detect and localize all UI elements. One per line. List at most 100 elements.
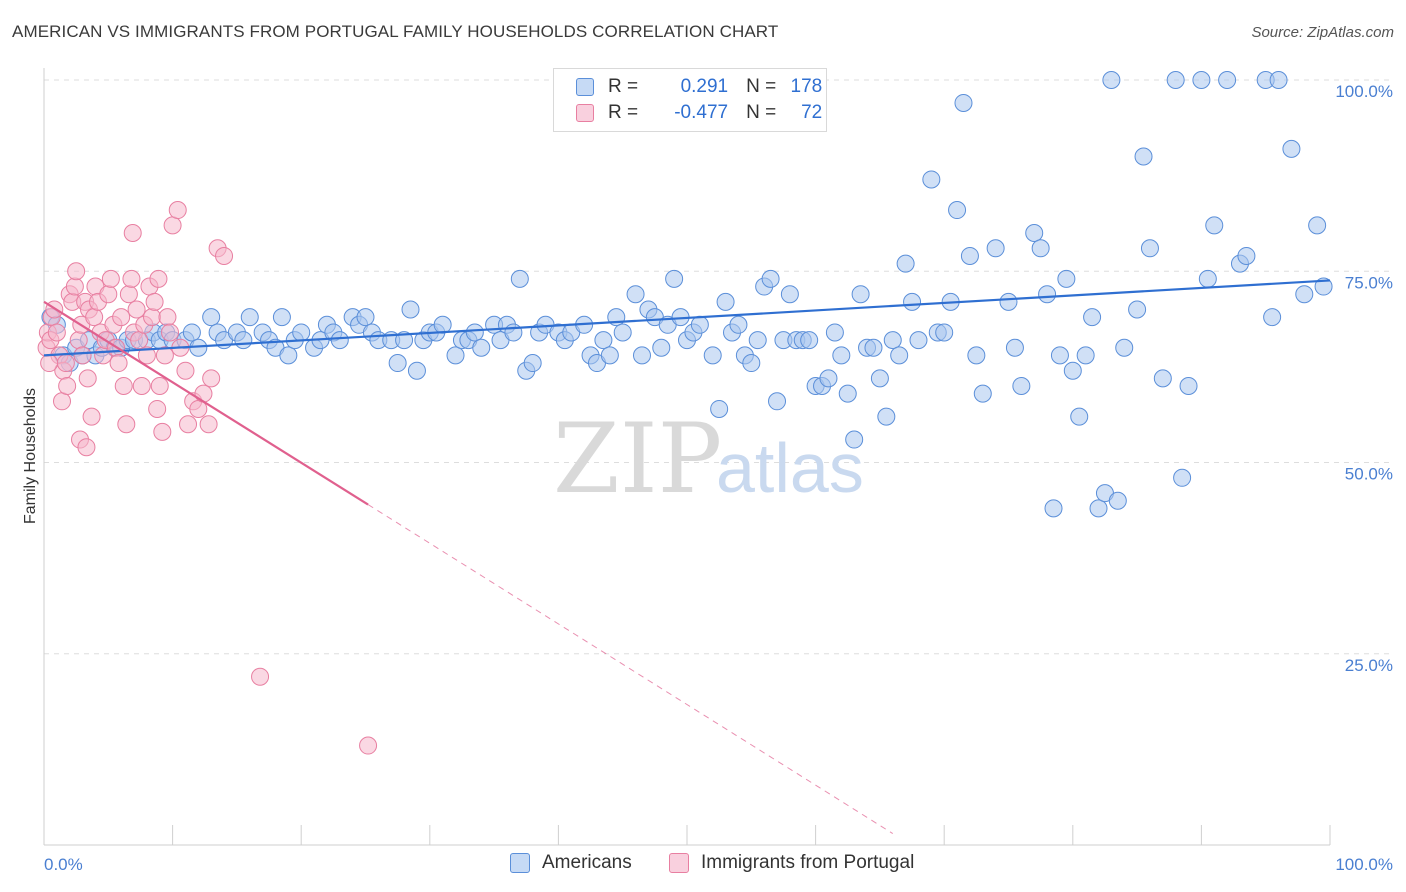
- americans-point: [1070, 407, 1089, 426]
- stats-legend: R = 0.291 N = 178 R = -0.477 N = 72: [553, 68, 827, 132]
- americans-point: [1115, 338, 1134, 357]
- portugal-point: [127, 300, 146, 319]
- americans-point: [883, 331, 902, 350]
- americans-point: [960, 246, 979, 265]
- portugal-point: [168, 201, 187, 220]
- americans-point: [948, 201, 967, 220]
- americans-point: [1057, 269, 1076, 288]
- americans-point: [716, 292, 735, 311]
- americans-point: [710, 399, 729, 418]
- portugal-point: [251, 667, 270, 686]
- trend-layer: [43, 279, 1331, 834]
- portugal-point: [179, 415, 198, 434]
- americans-point: [690, 315, 709, 334]
- americans-point: [1012, 377, 1031, 395]
- americans-point: [761, 269, 780, 288]
- americans-point: [703, 346, 722, 365]
- series-legend-portugal[interactable]: Immigrants from Portugal: [669, 852, 914, 874]
- americans-point: [1269, 71, 1288, 89]
- portugal-legend-label: Immigrants from Portugal: [701, 852, 915, 873]
- x-tick-label-max: 100.0%: [1335, 855, 1393, 874]
- americans-point: [825, 323, 844, 342]
- americans-point: [1063, 361, 1082, 380]
- americans-point: [729, 315, 748, 334]
- americans-point: [202, 308, 221, 327]
- portugal-point: [119, 285, 138, 304]
- americans-point: [748, 331, 767, 350]
- portugal-legend-swatch: [669, 853, 689, 873]
- y-tick-label: 100.0%: [1335, 82, 1393, 101]
- americans-point: [1166, 71, 1185, 89]
- americans-legend-label: Americans: [542, 852, 632, 873]
- americans-point: [1076, 346, 1095, 365]
- americans-point: [401, 300, 420, 319]
- americans-point: [800, 331, 819, 350]
- portugal-point: [153, 422, 172, 441]
- portugal-point: [176, 361, 195, 380]
- portugal-point: [130, 331, 149, 350]
- portugal-point: [194, 384, 213, 403]
- americans-point: [1192, 71, 1211, 89]
- portugal-point: [145, 292, 164, 311]
- americans-point: [292, 323, 311, 342]
- americans-point: [742, 354, 761, 373]
- portugal-point: [73, 346, 92, 365]
- legend-r-label: R =: [608, 76, 639, 97]
- americans-point: [356, 308, 375, 327]
- y-axis-label: Family Households: [22, 388, 39, 524]
- labels-layer: Family Households 0.0% 100.0% 25.0% 50.0%…: [22, 82, 1393, 874]
- portugal-point: [123, 224, 142, 242]
- legend-n-value-portugal: 72: [801, 102, 823, 123]
- legend-r-label: R =: [608, 102, 639, 123]
- americans-point: [1282, 139, 1301, 158]
- americans-point: [613, 323, 632, 342]
- portugal-point: [117, 415, 136, 434]
- portugal-point: [132, 377, 151, 395]
- chart-title: AMERICAN VS IMMIGRANTS FROM PORTUGAL FAM…: [12, 22, 779, 41]
- americans-point: [388, 354, 407, 373]
- americans-point: [1140, 239, 1159, 258]
- portugal-point: [53, 392, 72, 411]
- americans-point: [1263, 308, 1282, 327]
- americans-point: [594, 331, 613, 350]
- americans-point: [1005, 338, 1024, 357]
- americans-point: [1025, 224, 1044, 242]
- legend-row-portugal: R = -0.477 N = 72: [576, 101, 822, 125]
- americans-point: [999, 292, 1018, 311]
- americans-point: [407, 361, 426, 380]
- americans-point: [935, 323, 954, 342]
- portugal-point: [85, 308, 104, 327]
- americans-point: [1134, 147, 1153, 166]
- watermark: ZIP atlas: [553, 403, 864, 515]
- americans-point: [1218, 71, 1237, 89]
- legend-n-label: N =: [746, 76, 777, 97]
- y-tick-label: 25.0%: [1345, 656, 1393, 675]
- americans-point: [446, 346, 465, 365]
- portugal-point: [109, 354, 128, 373]
- portugal-point: [215, 246, 234, 265]
- americans-point: [510, 269, 529, 288]
- portugal-point: [112, 308, 131, 327]
- portugal-point: [114, 377, 133, 395]
- portugal-point: [143, 308, 162, 327]
- axes-layer: [43, 68, 1331, 846]
- portugal-point: [202, 369, 221, 388]
- americans-point: [465, 323, 484, 342]
- americans-point: [234, 331, 253, 350]
- americans-point: [1083, 308, 1102, 327]
- americans-point: [890, 346, 909, 365]
- legend-r-value-americans: 0.291: [680, 76, 729, 97]
- americans-swatch: [576, 78, 594, 96]
- americans-point: [1237, 246, 1256, 265]
- americans-point: [851, 285, 870, 304]
- americans-point: [1179, 377, 1198, 395]
- americans-point: [395, 331, 414, 350]
- americans-point: [1089, 499, 1108, 518]
- americans-point: [1044, 499, 1063, 518]
- americans-point: [832, 346, 851, 365]
- portugal-point: [56, 354, 75, 373]
- series-legend-americans[interactable]: Americans: [510, 852, 632, 874]
- portugal-point: [122, 269, 141, 288]
- americans-point: [768, 392, 787, 411]
